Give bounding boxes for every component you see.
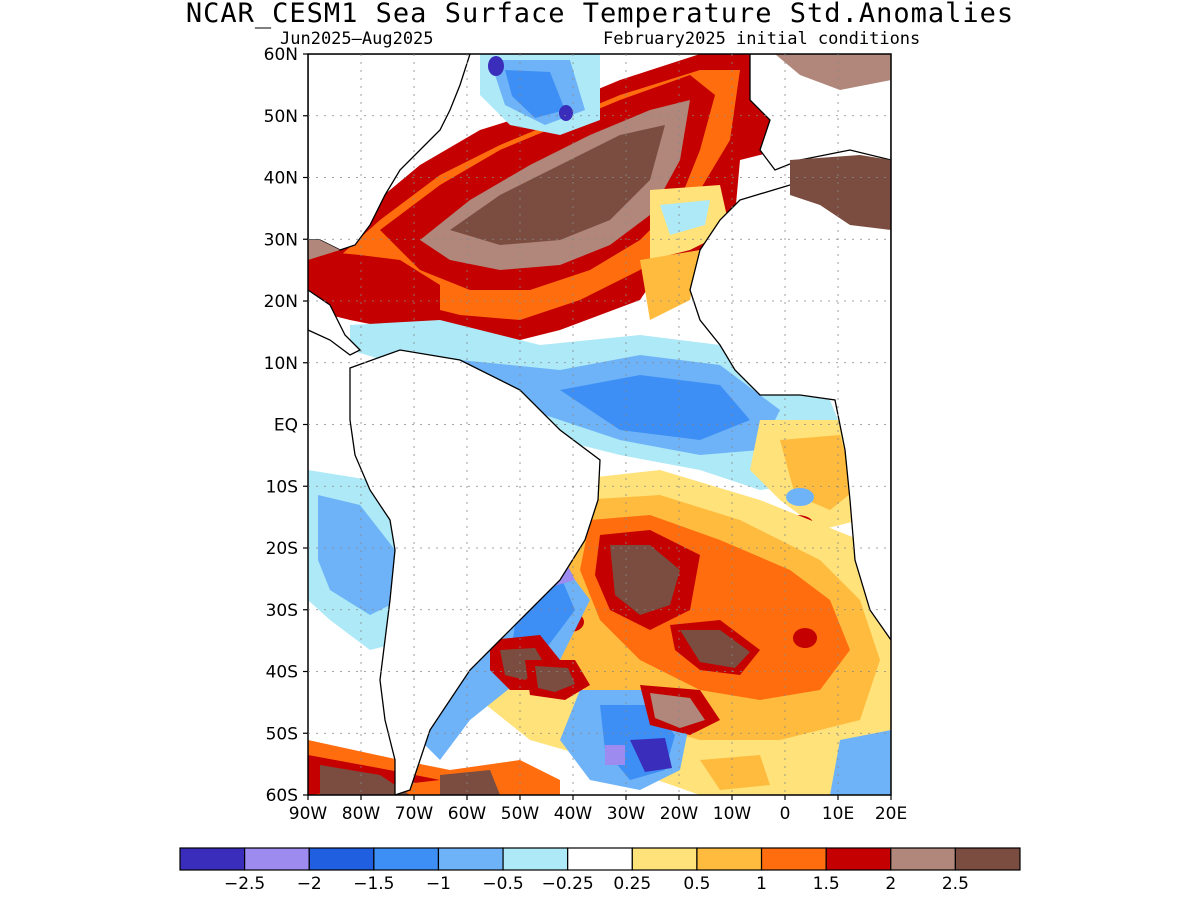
colorbar-tick-label: 0.25 bbox=[613, 874, 651, 894]
south-america bbox=[349, 349, 601, 795]
lon-label: 0 bbox=[780, 804, 791, 824]
lon-label: 20E bbox=[875, 804, 907, 824]
colorbar-tick-label: −1 bbox=[426, 874, 451, 894]
colorbar-tick-label: 1.5 bbox=[813, 874, 840, 894]
lon-label: 40W bbox=[554, 804, 593, 824]
lat-label: 20S bbox=[266, 539, 298, 559]
colorbar: −2.5 −2 −1.5 −1 −0.5 −0.25 0.25 0.5 1 1.5 2 2.5 bbox=[179, 847, 1021, 894]
colorbar-swatch bbox=[179, 847, 246, 871]
forecast-period: Jun2025–Aug2025 bbox=[280, 29, 434, 49]
gridlines bbox=[308, 54, 891, 795]
lat-label: 10N bbox=[264, 354, 298, 374]
lon-label: 80W bbox=[342, 804, 381, 824]
central-america bbox=[308, 289, 362, 356]
lat-label: 30S bbox=[266, 601, 298, 621]
colorbar-swatch bbox=[696, 847, 763, 871]
map-title: NCAR_CESM1 Sea Surface Temperature Std.A… bbox=[185, 0, 1015, 29]
colorbar-swatch bbox=[760, 847, 827, 871]
lat-label: 30N bbox=[264, 230, 298, 250]
colorbar-swatch bbox=[373, 847, 440, 871]
lat-label: 50N bbox=[264, 107, 298, 127]
colorbar-swatch bbox=[308, 847, 375, 871]
colorbar-tick-label: −1.5 bbox=[353, 874, 394, 894]
lat-label: 20N bbox=[264, 292, 298, 312]
lon-label: 10E bbox=[822, 804, 854, 824]
lat-label: 50S bbox=[266, 724, 298, 744]
lat-label: EQ bbox=[274, 416, 298, 436]
colorbar-swatch bbox=[890, 847, 956, 871]
lon-label: 20W bbox=[660, 804, 699, 824]
lat-label: 40S bbox=[266, 663, 298, 683]
colorbar-swatch bbox=[502, 847, 569, 871]
colorbar-swatch bbox=[244, 847, 310, 871]
colorbar-swatch bbox=[437, 847, 504, 871]
lat-label: 60N bbox=[264, 45, 298, 65]
colorbar-tick-label: 1 bbox=[756, 874, 767, 894]
longitude-axis: 90W 80W 70W 60W 50W 40W 30W 20W 10W 0 10E 20E bbox=[289, 795, 907, 824]
continents bbox=[308, 54, 891, 795]
anomaly-field bbox=[308, 54, 891, 795]
colorbar-tick-label: 0.5 bbox=[683, 874, 710, 894]
lat-label: 10S bbox=[266, 477, 298, 497]
colorbar-tick-label: −2.5 bbox=[224, 874, 265, 894]
colorbar-tick-label: −2 bbox=[297, 874, 322, 894]
africa bbox=[689, 179, 891, 642]
lon-label: 50W bbox=[501, 804, 540, 824]
lon-label: 90W bbox=[289, 804, 328, 824]
initial-conditions: February2025 initial conditions bbox=[603, 29, 921, 49]
lon-label: 10W bbox=[713, 804, 752, 824]
lon-label: 30W bbox=[607, 804, 646, 824]
colorbar-swatch bbox=[631, 847, 698, 871]
lon-label: 70W bbox=[395, 804, 434, 824]
lat-label: 60S bbox=[266, 786, 298, 806]
latitude-axis: 60N 50N 40N 30N 20N 10N EQ 10S 20S 30S 40S 50S 60S bbox=[264, 45, 308, 806]
colorbar-swatch bbox=[954, 847, 1021, 871]
lon-label: 60W bbox=[448, 804, 487, 824]
colorbar-tick-label: 2.5 bbox=[942, 874, 969, 894]
colorbar-swatch bbox=[567, 847, 633, 871]
colorbar-tick-label: −0.5 bbox=[482, 874, 523, 894]
colorbar-tick-label: 2 bbox=[885, 874, 896, 894]
colorbar-swatch bbox=[825, 847, 892, 871]
colorbar-tick-label: −0.25 bbox=[542, 874, 594, 894]
lat-label: 40N bbox=[264, 169, 298, 189]
